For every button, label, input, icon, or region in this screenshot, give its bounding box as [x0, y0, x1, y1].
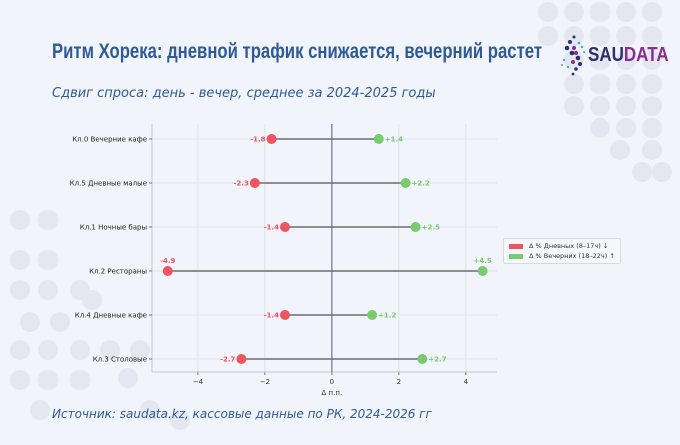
- decorative-dot: [642, 50, 662, 70]
- decorative-dot: [50, 312, 70, 332]
- evening-value-label: +2.5: [422, 224, 440, 232]
- decorative-dot: [20, 312, 40, 332]
- decorative-dot: [590, 50, 610, 70]
- day-value-label: -1.8: [250, 136, 265, 144]
- x-axis-label: Δ п.п.: [322, 389, 343, 397]
- decorative-dot: [140, 400, 160, 420]
- decorative-dot: [100, 340, 120, 360]
- decorative-dot: [10, 370, 30, 390]
- decorative-dot: [70, 370, 90, 390]
- decorative-dot: [616, 2, 636, 22]
- decorative-dot: [652, 162, 672, 182]
- decorative-dot: [642, 140, 662, 160]
- x-tick-label: −2: [260, 378, 270, 386]
- evening-point: [367, 310, 378, 320]
- day-point: [249, 178, 260, 188]
- legend-item-evening: Δ % Вечерних (18–22ч) ↑: [509, 251, 615, 261]
- x-tick-label: −4: [193, 378, 204, 386]
- category-label: Кл.1 Ночные бары: [80, 224, 147, 232]
- decorative-dot: [538, 2, 558, 22]
- decorative-dot: [616, 96, 636, 116]
- decorative-dot: [564, 96, 584, 116]
- decorative-dot: [590, 118, 610, 138]
- source-note: Источник: saudata.kz, кассовые данные по…: [52, 407, 432, 421]
- evening-point: [373, 134, 384, 144]
- title-container: Ритм Хорека: дневной трафик снижается, в…: [52, 40, 542, 68]
- x-tick-label: 2: [397, 378, 401, 386]
- page-title: Ритм Хорека: дневной трафик снижается, в…: [52, 40, 543, 63]
- evening-value-label: +1.4: [385, 136, 403, 144]
- decorative-dot: [590, 74, 610, 94]
- legend-swatch: [509, 253, 523, 259]
- saudata-logo: SAUDATA: [560, 34, 680, 76]
- evening-value-label: +1.2: [378, 312, 396, 320]
- x-tick-label: 4: [464, 378, 469, 386]
- decorative-dot: [38, 250, 58, 270]
- decorative-dot: [564, 74, 584, 94]
- subtitle: Сдвиг спроса: день - вечер, среднее за 2…: [52, 86, 436, 101]
- day-point: [236, 354, 247, 364]
- decorative-dot: [616, 26, 636, 46]
- decorative-dot: [590, 96, 610, 116]
- evening-point: [477, 266, 488, 276]
- decorative-dot: [564, 2, 584, 22]
- decorative-dot: [30, 400, 50, 420]
- day-value-label: -1.4: [264, 312, 279, 320]
- decorative-dot: [118, 368, 138, 388]
- day-value-label: -2.3: [234, 180, 249, 188]
- decorative-dot: [616, 50, 636, 70]
- decorative-dot: [70, 340, 90, 360]
- evening-value-label: +2.7: [428, 356, 446, 364]
- decorative-dot: [642, 26, 662, 46]
- evening-value-label: +4.5: [473, 257, 491, 265]
- decorative-dot: [130, 340, 150, 360]
- category-label: Кл.3 Столовые: [93, 356, 147, 364]
- decorative-dot: [170, 410, 190, 430]
- day-point: [266, 134, 277, 144]
- legend-swatch: [509, 243, 523, 249]
- category-label: Кл.4 Дневные кафе: [75, 312, 147, 320]
- category-label: Кл.0 Вечерние кафе: [72, 136, 147, 144]
- evening-value-label: +2.2: [412, 180, 430, 188]
- decorative-dot: [590, 2, 610, 22]
- day-point: [279, 310, 290, 320]
- decorative-dot: [616, 118, 636, 138]
- decorative-dot: [38, 340, 58, 360]
- logo-helix-icon: [561, 35, 585, 76]
- decorative-dot: [38, 210, 58, 230]
- legend-item-day: Δ % Дневных (8–17ч) ↓: [509, 241, 615, 251]
- day-value-label: -1.4: [264, 224, 279, 232]
- evening-point: [410, 222, 421, 232]
- decorative-dot: [38, 280, 58, 300]
- decorative-dot: [616, 74, 636, 94]
- logo-text: SAUDATA: [588, 43, 669, 66]
- decorative-dot: [632, 162, 652, 182]
- decorative-dot: [38, 370, 58, 390]
- decorative-dot: [10, 340, 30, 360]
- decorative-dot: [10, 280, 30, 300]
- x-tick-label: 0: [330, 378, 334, 386]
- decorative-dot: [590, 26, 610, 46]
- category-label: Кл.5 Дневные малые: [70, 180, 147, 188]
- decorative-dot: [10, 210, 30, 230]
- day-point: [162, 266, 173, 276]
- decorative-dot: [82, 290, 102, 310]
- day-point: [279, 222, 290, 232]
- decorative-dot: [538, 26, 558, 46]
- decorative-dot: [10, 250, 30, 270]
- day-value-label: -4.9: [160, 257, 175, 265]
- decorative-dot: [642, 74, 662, 94]
- evening-point: [417, 354, 428, 364]
- category-label: Кл.2 Рестораны: [89, 268, 147, 276]
- legend: Δ % Дневных (8–17ч) ↓ Δ % Вечерних (18–2…: [503, 238, 621, 264]
- day-value-label: -2.7: [220, 356, 235, 364]
- evening-point: [400, 178, 411, 188]
- decorative-dot: [642, 2, 662, 22]
- decorative-dot: [610, 140, 630, 160]
- decorative-dot: [642, 118, 662, 138]
- decorative-dot: [642, 96, 662, 116]
